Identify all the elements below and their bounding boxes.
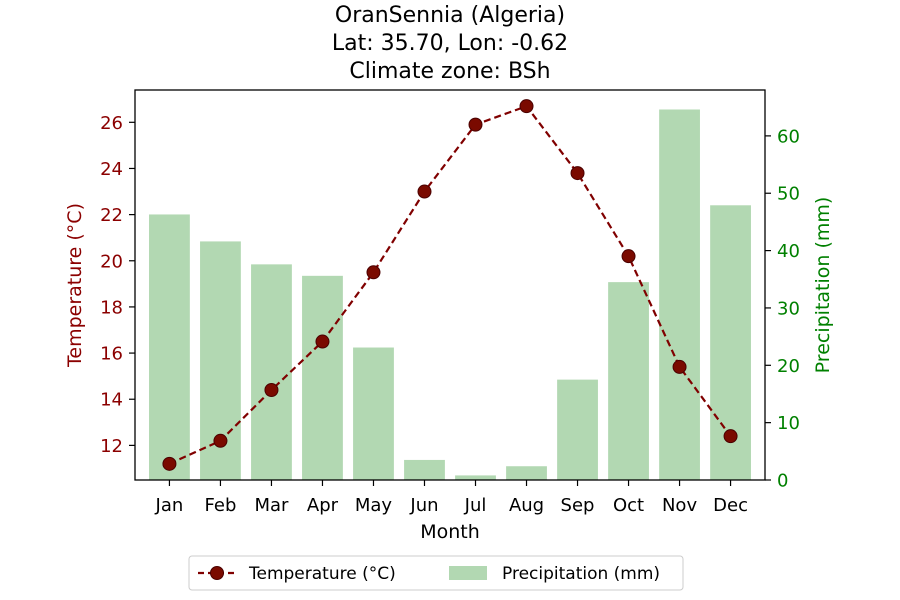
temperature-tick-label-20: 20 (100, 251, 123, 272)
precipitation-tick-label-10: 10 (777, 413, 800, 434)
precipitation-tick-label-50: 50 (777, 184, 800, 205)
temperature-point-sep (570, 166, 585, 181)
x-tick-label-jul: Jul (464, 495, 487, 516)
legend-precipitation-swatch (449, 566, 487, 580)
temperature-tick-label-18: 18 (100, 297, 123, 318)
temperature-tick-label-14: 14 (100, 390, 123, 411)
temperature-point-nov (672, 359, 687, 374)
x-axis: Jan Feb Mar Apr May Jun Jul Aug Sep Oct Nov Dec (155, 480, 748, 516)
x-tick-label-mar: Mar (254, 495, 289, 516)
temperature-axis-label: Temperature (°C) (64, 203, 86, 368)
title-line-3: Climate zone: BSh (349, 59, 550, 84)
temperature-line-layer (162, 99, 738, 471)
precipitation-bar-sep (557, 379, 598, 480)
legend-temperature-marker (210, 566, 224, 580)
temperature-point-jan (162, 456, 177, 471)
temperature-point-mar (264, 383, 279, 397)
temperature-tick-label-12: 12 (100, 436, 123, 457)
x-tick-label-apr: Apr (307, 495, 339, 516)
chart-title: OranSennia (Algeria) Lat: 35.70, Lon: -0… (332, 3, 568, 84)
precipitation-axis-label: Precipitation (mm) (812, 197, 834, 374)
title-line-2: Lat: 35.70, Lon: -0.62 (332, 31, 568, 56)
precipitation-bar-oct (608, 282, 649, 480)
x-tick-label-feb: Feb (205, 495, 237, 516)
x-tick-label-oct: Oct (613, 495, 644, 516)
legend-frame (188, 555, 684, 591)
legend-precipitation-label: Precipitation (mm) (502, 564, 660, 584)
plot-frame (134, 89, 766, 481)
precipitation-axis: 0 10 20 30 40 50 60 (765, 126, 800, 492)
temperature-axis: 12 14 16 18 20 22 24 26 (100, 113, 135, 457)
x-tick-label-jan: Jan (155, 495, 184, 516)
x-tick-label-sep: Sep (561, 495, 595, 516)
precipitation-tick-label-40: 40 (777, 241, 800, 262)
legend: Temperature (°C) Precipitation (mm) (188, 555, 684, 591)
x-tick-label-dec: Dec (713, 495, 748, 516)
precipitation-bar-apr (302, 275, 343, 480)
x-tick-label-aug: Aug (509, 495, 544, 516)
precipitation-bar-may (353, 347, 394, 480)
temperature-line (168, 104, 732, 465)
precipitation-bar-aug (506, 466, 547, 480)
temperature-point-jul (468, 117, 483, 132)
precipitation-tick-label-30: 30 (777, 298, 800, 319)
temperature-point-dec (723, 429, 738, 444)
title-line-1: OranSennia (Algeria) (335, 3, 565, 28)
temperature-point-feb (213, 433, 228, 448)
precipitation-bars (149, 109, 751, 481)
temperature-tick-label-22: 22 (100, 205, 123, 226)
temperature-tick-label-16: 16 (100, 344, 123, 365)
precipitation-bar-mar (251, 264, 292, 480)
precipitation-bar-jun (404, 459, 445, 480)
temperature-point-may (366, 265, 381, 280)
legend-temperature-label: Temperature (°C) (248, 564, 396, 584)
temperature-point-aug (519, 99, 534, 114)
precipitation-tick-label-20: 20 (777, 356, 800, 377)
x-tick-label-nov: Nov (662, 495, 697, 516)
precipitation-bar-jan (149, 214, 190, 481)
temperature-point-apr (315, 334, 330, 349)
x-tick-label-jun: Jun (409, 495, 438, 516)
x-axis-label: Month (420, 521, 480, 543)
x-tick-label-may: May (355, 495, 393, 516)
temperature-point-jun (417, 184, 432, 199)
temperature-tick-label-26: 26 (100, 113, 123, 134)
precipitation-bar-jul (455, 475, 496, 480)
precipitation-bar-nov (659, 109, 700, 480)
temperature-point-oct (621, 249, 636, 264)
precipitation-tick-label-0: 0 (777, 471, 788, 492)
precipitation-tick-label-60: 60 (777, 126, 800, 147)
temperature-tick-label-24: 24 (100, 159, 123, 180)
